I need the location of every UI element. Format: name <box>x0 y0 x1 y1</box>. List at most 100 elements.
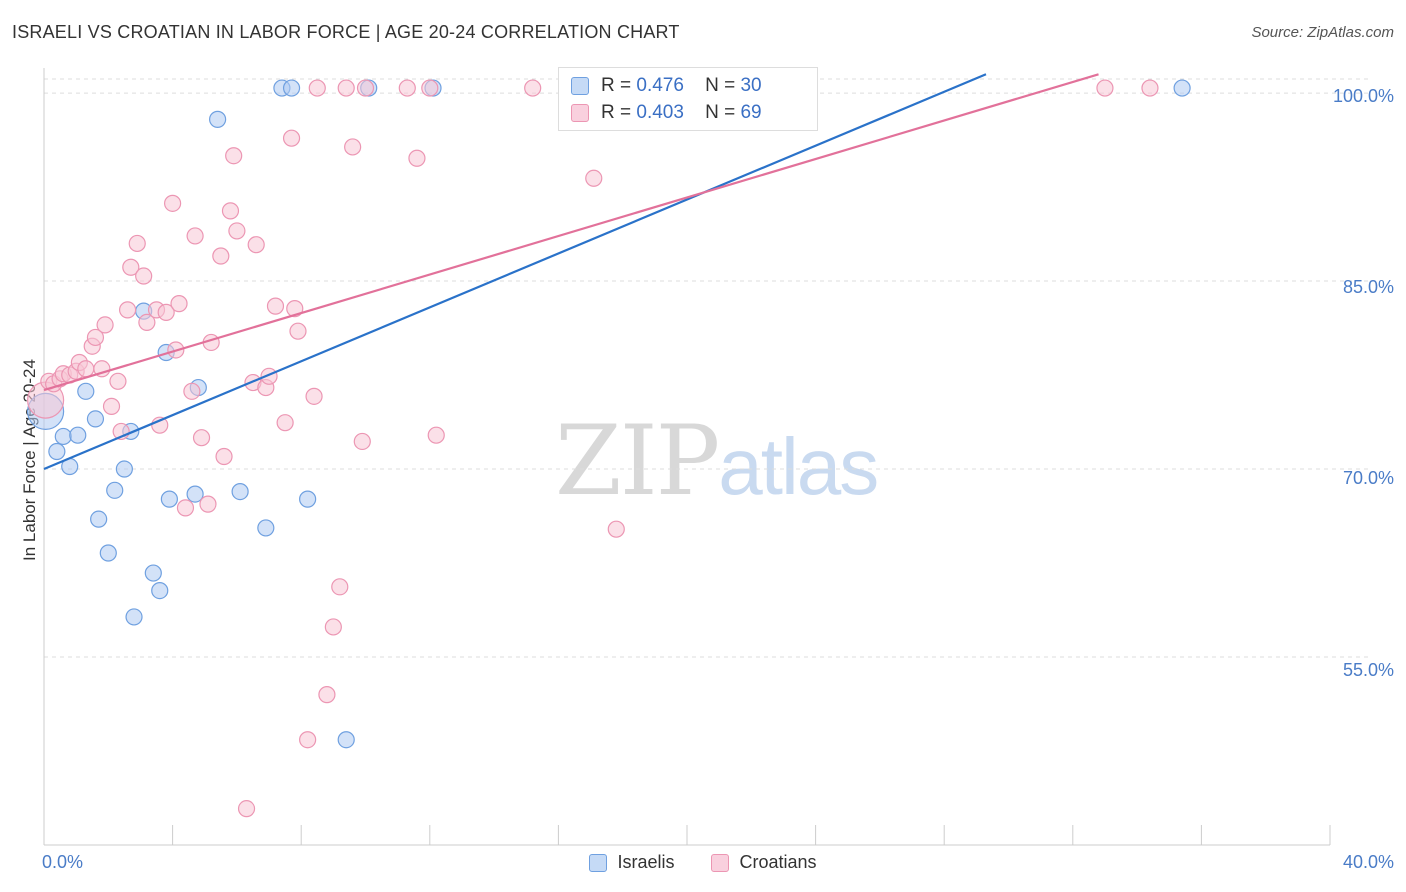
croatians-point <box>186 227 204 245</box>
croatians-point <box>305 387 323 405</box>
israelis-point <box>54 427 72 446</box>
croatians-point <box>324 618 342 636</box>
israelis-point <box>86 410 105 428</box>
croatians-point <box>353 432 371 451</box>
croatians-point <box>157 303 175 321</box>
croatians-point <box>398 79 416 97</box>
croatians-point <box>96 316 114 334</box>
croatians-point <box>170 295 188 313</box>
y-tick-label: 55.0% <box>1342 660 1394 680</box>
croatians-point <box>237 800 256 818</box>
croatians-point <box>93 360 111 378</box>
stats-legend-row-croatians: R = 0.403 N = 69 <box>571 100 762 126</box>
croatians-point <box>524 79 542 97</box>
y-tick-label: 85.0% <box>1342 277 1394 297</box>
israelis-point <box>115 460 133 478</box>
x-tick-label-min: 0.0% <box>42 852 84 872</box>
source-credit: Source: ZipAtlas.com <box>1251 24 1394 41</box>
israelis-point <box>257 519 275 537</box>
croatians-point <box>607 520 625 538</box>
legend-label-croatians: Croatians <box>739 852 817 872</box>
legend-label-israelis: Israelis <box>617 852 675 872</box>
israelis-legend-swatch <box>589 853 608 872</box>
n-value: 69 <box>740 102 762 123</box>
israelis-point <box>48 442 66 461</box>
croatians-point <box>122 258 140 276</box>
stats-legend: R = 0.476 N = 30 R = 0.403 N = 69 <box>558 67 818 131</box>
israelis-point <box>160 490 178 508</box>
croatians-point <box>308 79 326 97</box>
n-label: N = <box>705 75 736 96</box>
croatians-point <box>212 247 230 265</box>
croatians-point <box>215 447 233 466</box>
croatians-point <box>164 194 182 212</box>
n-label: N = <box>705 102 736 123</box>
israelis-point <box>186 485 204 503</box>
croatians-point <box>421 79 439 97</box>
croatians-point <box>427 426 445 444</box>
croatians-point <box>286 300 304 318</box>
israelis-point <box>299 490 317 508</box>
croatians-point <box>135 267 153 285</box>
croatians-point <box>225 147 243 165</box>
r-label: R = <box>601 75 632 96</box>
croatians-point <box>1096 79 1114 97</box>
croatians-point <box>86 328 105 347</box>
croatians-point <box>118 301 137 319</box>
israelis-point <box>125 608 143 626</box>
stats-legend-row-israelis: R = 0.476 N = 30 <box>571 73 762 99</box>
croatians-point <box>109 372 127 390</box>
croatians-point <box>102 397 121 415</box>
legend-item-croatians[interactable]: Croatians <box>711 852 817 873</box>
israelis-point <box>77 382 95 400</box>
croatians-point <box>318 686 336 704</box>
croatians-point <box>128 234 146 253</box>
croatians-point <box>344 138 362 156</box>
r-value: 0.403 <box>636 102 684 123</box>
r-value: 0.476 <box>636 75 684 96</box>
israelis-point <box>337 731 355 749</box>
croatians-point <box>192 429 211 447</box>
croatians-point <box>289 322 307 340</box>
israelis-swatch <box>571 77 589 95</box>
croatians-point <box>356 79 375 97</box>
croatians-point <box>266 297 285 315</box>
israelis-point <box>151 581 169 600</box>
croatians-point <box>1141 79 1159 97</box>
israelis-point <box>282 79 301 97</box>
n-value: 30 <box>740 75 762 96</box>
croatians-point <box>77 360 95 378</box>
y-tick-label: 70.0% <box>1342 468 1394 488</box>
croatians-point <box>585 169 603 187</box>
israelis-point <box>144 564 162 582</box>
y-tick-label: 100.0% <box>1332 86 1394 106</box>
croatians-point <box>331 578 349 596</box>
israelis-point <box>231 482 249 501</box>
r-label: R = <box>601 102 632 123</box>
croatians-point <box>138 313 156 332</box>
croatians-swatch <box>571 104 589 122</box>
croatians-point <box>247 236 265 254</box>
croatians-trend-line <box>43 73 1099 392</box>
israelis-point <box>106 481 124 499</box>
croatians-point <box>228 222 246 240</box>
croatians-point <box>408 149 426 167</box>
croatians-point <box>337 79 355 97</box>
croatians-point <box>299 731 317 749</box>
croatians-point <box>282 129 301 147</box>
legend-item-israelis[interactable]: Israelis <box>589 852 674 873</box>
croatians-legend-swatch <box>711 853 730 872</box>
watermark-zip: ZIP <box>555 405 720 517</box>
croatians-point <box>199 495 217 513</box>
israelis-point <box>99 544 117 562</box>
croatians-point <box>221 202 240 220</box>
watermark-atlas: atlas <box>718 422 879 511</box>
croatians-point <box>276 414 294 432</box>
israelis-point <box>209 110 227 128</box>
chart-title: ISRAELI VS CROATIAN IN LABOR FORCE | AGE… <box>12 22 680 42</box>
israelis-point <box>90 510 108 528</box>
croatians-point <box>176 499 195 517</box>
israelis-trend-line <box>43 73 987 471</box>
x-tick-label-max: 40.0% <box>1342 852 1394 872</box>
